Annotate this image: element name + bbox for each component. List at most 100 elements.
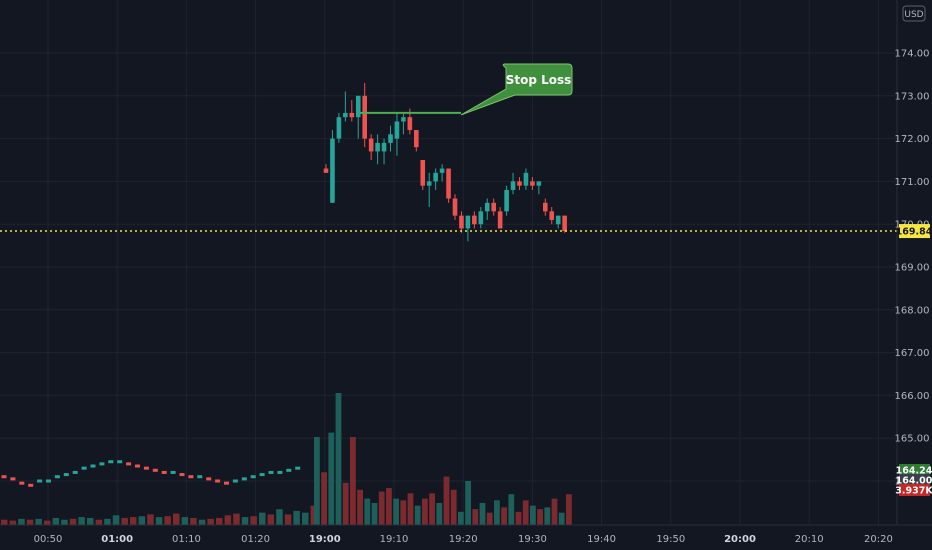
mini-candle: [241, 477, 247, 481]
mini-candle: [286, 468, 292, 472]
candle-body: [323, 168, 329, 173]
mini-candle: [10, 477, 16, 481]
candle-body: [368, 138, 374, 152]
volume-bar: [350, 437, 356, 525]
mini-candle: [72, 470, 78, 474]
volume-bar: [328, 432, 335, 525]
candle-body: [420, 160, 426, 186]
time-tick-label: 01:00: [101, 534, 133, 545]
candle-body: [491, 202, 496, 212]
candle-body: [478, 211, 484, 225]
volume-bar: [566, 494, 572, 525]
candle-body: [343, 112, 348, 118]
price-tick-label: 168.00: [895, 305, 930, 316]
mini-candle: [224, 481, 229, 485]
mini-candle: [63, 473, 69, 477]
volume-bar: [364, 498, 371, 525]
volume-bar: [276, 509, 283, 525]
time-tick-label: 19:10: [380, 534, 409, 545]
volume-bar: [164, 516, 171, 525]
candle-body: [414, 130, 419, 148]
price-tick-label: 167.00: [895, 348, 930, 359]
axis-tag-box: [899, 484, 930, 496]
volume-bar: [78, 517, 85, 525]
axis-tag-box: [899, 474, 930, 486]
volume-bar: [52, 517, 60, 525]
axis-tag-label: 164.00: [896, 476, 932, 487]
volume-bar: [465, 481, 471, 525]
volume-bar: [241, 517, 249, 525]
candle-body: [523, 172, 529, 186]
volume-bar: [267, 514, 275, 525]
volume-bar: [35, 518, 42, 525]
candle-body: [530, 181, 535, 186]
mini-candle: [81, 466, 87, 470]
volume-bar: [479, 503, 486, 525]
volume-bar: [44, 520, 51, 525]
volume-bar: [293, 510, 300, 525]
stop-loss-label: Stop Loss: [506, 73, 572, 87]
candle-body: [497, 211, 503, 229]
stop-loss-callout[interactable]: Stop Loss: [460, 63, 573, 116]
volume-bar: [259, 512, 266, 525]
candle-body: [349, 112, 355, 118]
candle-body: [330, 138, 335, 203]
time-axis[interactable]: 00:50 01:00 01:10 01:20 19:00 19:10 19:20 19:30…: [34, 534, 893, 545]
currency-label: USD: [904, 10, 923, 20]
volume-bar: [321, 472, 327, 525]
mini-candle: [126, 462, 132, 466]
volume-bar: [147, 514, 154, 525]
currency-badge-box: [902, 5, 926, 22]
mini-candle: [152, 468, 158, 472]
axis-tag-box: [899, 464, 930, 476]
candle-body: [362, 95, 367, 139]
mini-candle: [1, 475, 7, 479]
volume-bar: [9, 520, 17, 525]
volume-bar: [522, 500, 529, 525]
volume-bar: [558, 512, 565, 525]
price-tick-label: 166.00: [895, 391, 930, 402]
candle-body: [355, 95, 361, 118]
volume-bars: [1, 393, 572, 525]
volume-bar: [155, 517, 163, 525]
candle-body: [375, 142, 380, 152]
volume-bar: [207, 518, 214, 525]
mini-candle: [268, 470, 274, 474]
candlesticks: [323, 82, 567, 242]
volume-bar: [551, 498, 558, 525]
mini-candle: [108, 460, 114, 464]
volume-bar: [18, 518, 25, 525]
volume-bar: [472, 509, 479, 525]
volume-bar: [181, 517, 189, 525]
volume-bar: [173, 513, 180, 525]
currency-badge[interactable]: USD: [902, 5, 926, 22]
price-tick-label: 169.00: [895, 263, 930, 274]
mini-candle: [19, 481, 25, 485]
mini-candle: [143, 466, 149, 470]
candle-body: [394, 121, 400, 139]
last-price-tag-box: [899, 224, 930, 239]
candle-body: [407, 117, 413, 131]
axis-tag-label: 164.24: [896, 466, 932, 477]
candle-body: [401, 117, 406, 122]
mini-candle: [161, 470, 167, 474]
mini-candle: [206, 477, 212, 481]
time-tick-label: 19:30: [518, 534, 547, 545]
last-price-tag-label: 169.84: [896, 227, 932, 238]
volume-bar: [429, 493, 435, 525]
volume-bar: [371, 503, 378, 525]
mini-candle: [117, 460, 123, 464]
mini-candle: [197, 475, 203, 479]
candle-body: [510, 181, 516, 190]
candle-body: [388, 134, 393, 143]
mini-candle: [215, 479, 221, 483]
volume-bar: [61, 519, 68, 525]
candle-body: [459, 215, 464, 229]
volume-bar: [104, 518, 111, 525]
price-tick-label: 171.00: [895, 177, 930, 188]
volume-bar: [130, 517, 137, 525]
volume-bar: [198, 519, 206, 525]
